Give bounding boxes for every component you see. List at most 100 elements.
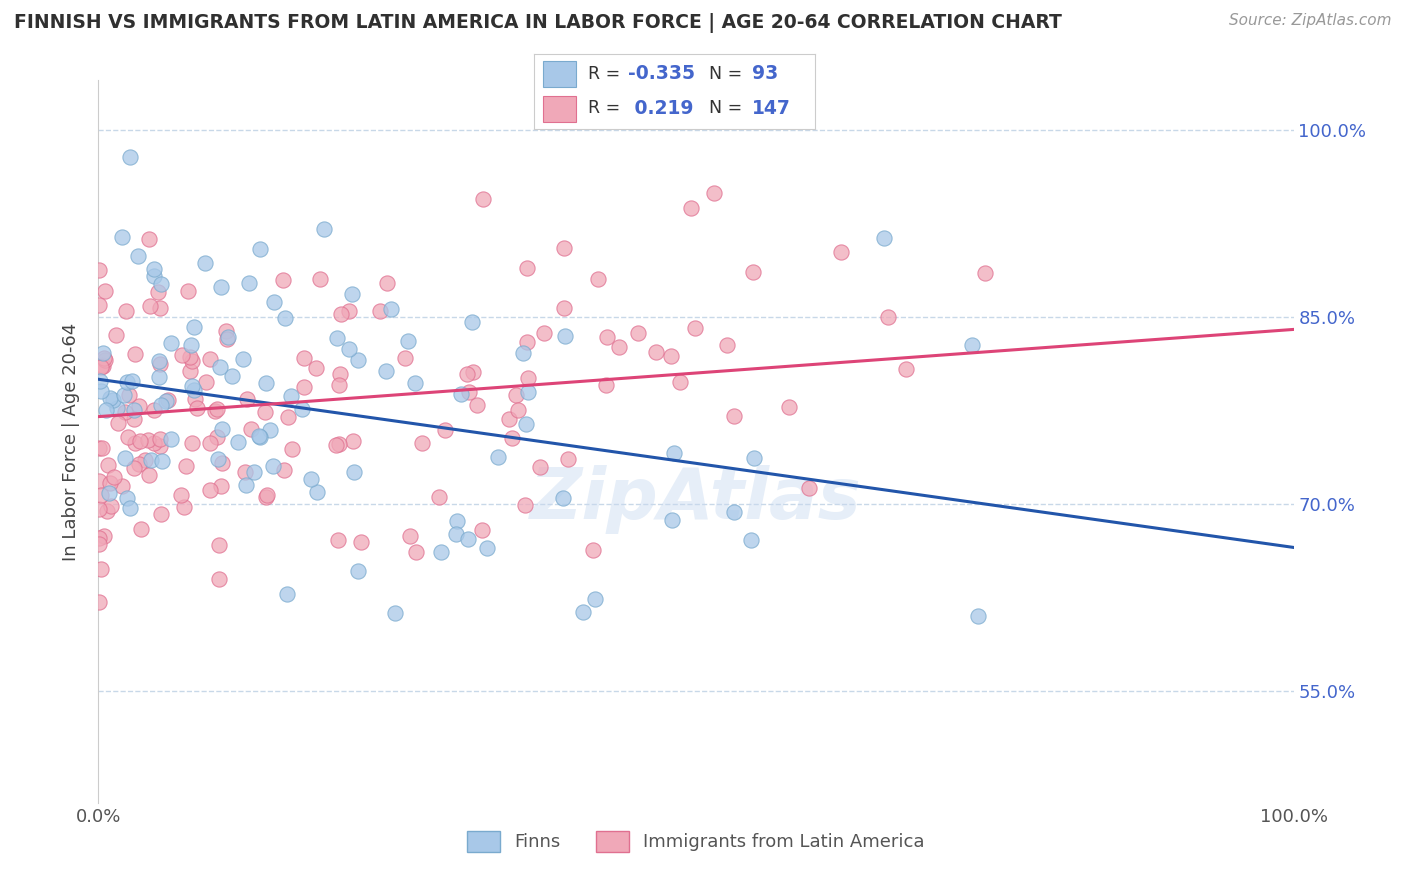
Point [742, 450, 765, 465]
Point [94, 352, 117, 367]
Point [329, 307, 352, 321]
Point [121, 374, 143, 388]
Point [91, 346, 114, 360]
Point [111, 479, 134, 493]
Point [273, 463, 295, 477]
Point [211, 456, 233, 470]
Point [209, 479, 232, 493]
Point [100, 499, 122, 513]
Point [716, 337, 738, 351]
Point [256, 488, 278, 502]
Point [404, 376, 426, 391]
Point [256, 490, 278, 504]
Point [896, 362, 918, 376]
Point [150, 453, 173, 467]
Point [207, 452, 229, 467]
Point [553, 241, 575, 255]
Point [238, 276, 260, 290]
Point [186, 401, 208, 416]
Point [122, 412, 145, 426]
Point [347, 352, 370, 367]
Point [342, 434, 364, 448]
Point [554, 329, 576, 343]
Point [703, 186, 725, 201]
Point [337, 303, 360, 318]
Point [122, 461, 145, 475]
Point [329, 368, 352, 382]
Point [461, 365, 484, 379]
Point [211, 422, 233, 436]
Point [184, 392, 207, 407]
Point [516, 260, 538, 275]
Point [456, 367, 478, 381]
Point [326, 533, 349, 547]
Point [118, 150, 141, 164]
Point [740, 533, 762, 547]
Point [127, 249, 149, 263]
Point [249, 242, 271, 256]
Point [458, 384, 481, 399]
Point [173, 500, 195, 515]
Point [174, 459, 197, 474]
Point [143, 268, 166, 283]
Point [181, 379, 204, 393]
Point [114, 450, 136, 465]
Point [111, 230, 134, 244]
Point [292, 351, 315, 365]
Point [325, 438, 347, 452]
Point [194, 255, 217, 269]
Point [208, 538, 231, 552]
Point [114, 405, 136, 419]
Point [460, 315, 482, 329]
Point [340, 287, 363, 301]
FancyBboxPatch shape [543, 96, 576, 122]
Point [183, 383, 205, 397]
Point [967, 608, 990, 623]
Point [87, 531, 110, 545]
Point [513, 498, 536, 512]
Point [529, 459, 551, 474]
Point [115, 375, 138, 389]
Text: 93: 93 [752, 64, 779, 83]
Point [128, 458, 150, 472]
Point [475, 541, 498, 556]
Point [143, 435, 166, 450]
Point [553, 301, 575, 315]
Point [877, 310, 900, 324]
Point [262, 458, 284, 473]
Point [138, 299, 160, 313]
Point [90, 442, 112, 456]
Point [148, 357, 170, 371]
Point [723, 505, 745, 519]
Point [661, 513, 683, 527]
Point [87, 475, 110, 489]
Text: Source: ZipAtlas.com: Source: ZipAtlas.com [1229, 13, 1392, 29]
Point [217, 329, 239, 343]
Point [148, 369, 170, 384]
Point [129, 522, 152, 536]
Text: 0.219: 0.219 [628, 99, 695, 118]
Point [263, 295, 285, 310]
Point [274, 311, 297, 326]
Point [146, 285, 169, 299]
Point [433, 423, 456, 437]
Point [138, 232, 160, 246]
Point [90, 359, 112, 374]
Point [429, 490, 451, 504]
Point [138, 433, 160, 447]
Point [280, 389, 302, 403]
Point [444, 526, 467, 541]
Point [98, 485, 121, 500]
Point [271, 273, 294, 287]
Point [215, 324, 238, 338]
Point [181, 436, 204, 450]
Point [394, 351, 416, 365]
Point [149, 398, 172, 412]
Point [118, 501, 141, 516]
Point [89, 502, 111, 516]
Point [204, 403, 226, 417]
Point [124, 346, 146, 360]
Point [149, 432, 172, 446]
Point [87, 298, 110, 312]
Point [661, 350, 683, 364]
